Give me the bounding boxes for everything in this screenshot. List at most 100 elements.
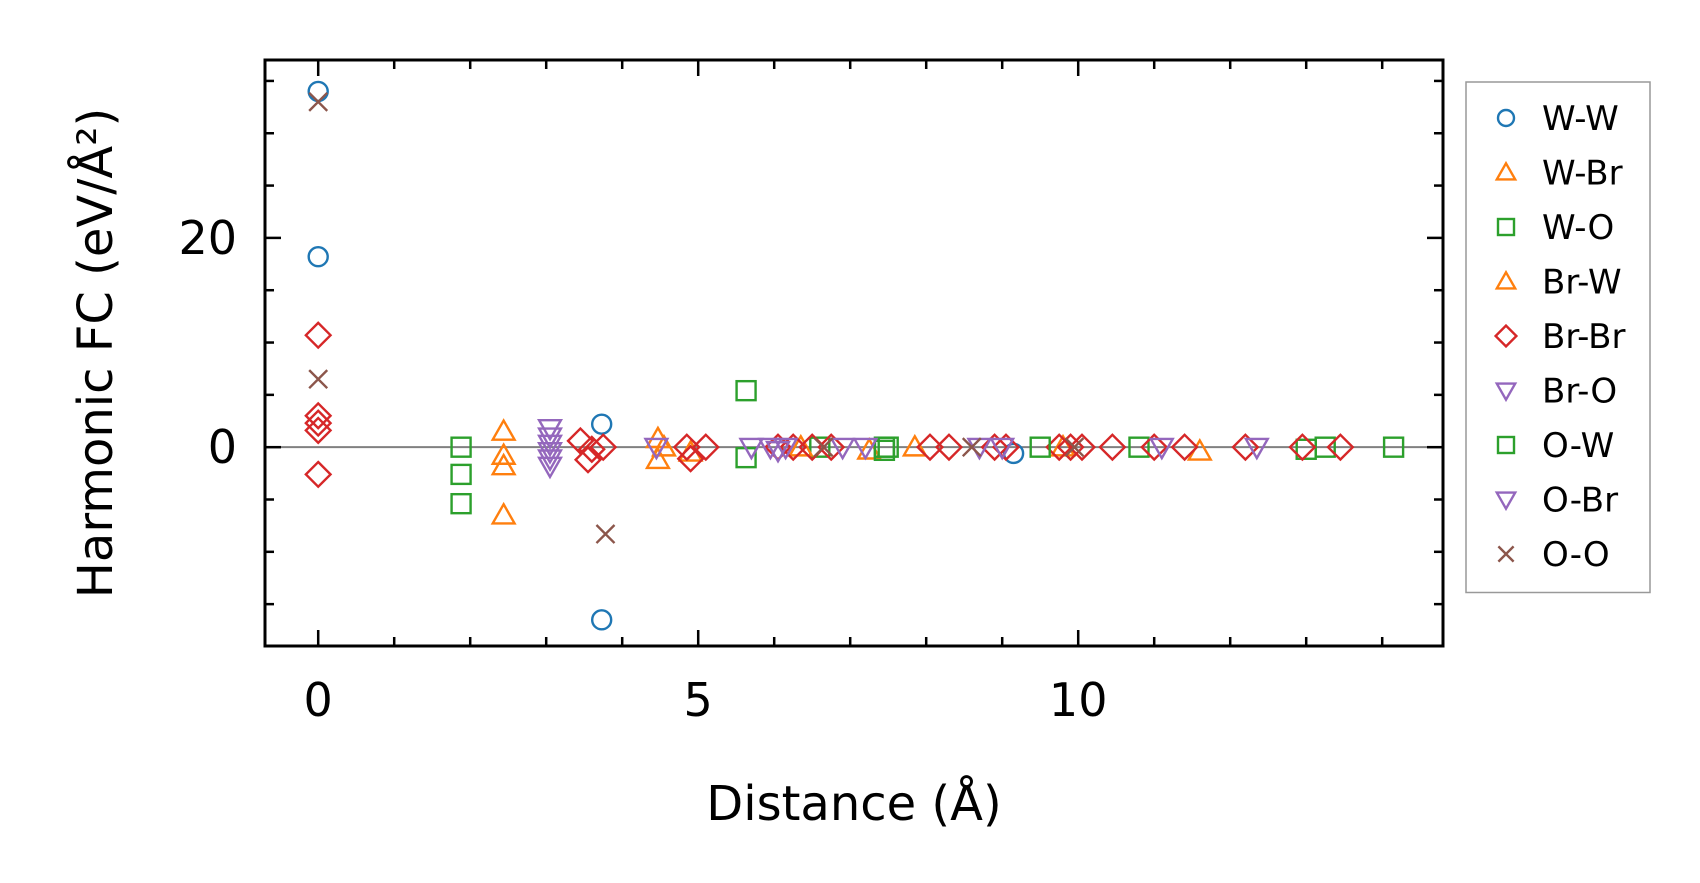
data-point xyxy=(490,452,517,476)
legend-item: O-Br xyxy=(1494,481,1618,521)
data-point xyxy=(644,446,671,470)
data-point xyxy=(450,436,472,458)
y-tick-label: 0 xyxy=(208,420,237,474)
data-point xyxy=(787,433,814,457)
data-point xyxy=(829,437,856,461)
data-point xyxy=(817,433,846,462)
data-point xyxy=(691,433,720,462)
legend-item: Br-Br xyxy=(1493,317,1626,357)
data-point xyxy=(672,433,701,462)
data-point xyxy=(772,437,799,461)
data-point xyxy=(590,413,613,435)
data-point xyxy=(873,439,896,462)
data-point xyxy=(307,246,329,268)
axis-ticks xyxy=(265,60,1443,646)
data-point xyxy=(915,433,945,462)
data-point xyxy=(991,433,1021,462)
data-point xyxy=(304,401,333,430)
x-axis-label: Distance (Å) xyxy=(706,775,1001,832)
data-point xyxy=(1288,433,1317,462)
legend-marker xyxy=(1497,545,1515,563)
y-tick-label: 20 xyxy=(178,211,237,265)
legend-marker xyxy=(1494,382,1518,403)
legend-item: O-O xyxy=(1497,535,1610,575)
data-point xyxy=(1382,436,1405,458)
legend-item: W-O xyxy=(1496,208,1614,248)
legend-item: Br-O xyxy=(1494,372,1617,412)
x-tick-label: 5 xyxy=(684,673,713,727)
data-point xyxy=(1243,437,1270,461)
legend-label: Br-O xyxy=(1542,372,1617,412)
series-w-w xyxy=(307,80,1025,631)
legend-label: Br-W xyxy=(1542,263,1622,303)
data-point xyxy=(757,437,784,461)
data-point xyxy=(934,433,964,462)
series-o-o xyxy=(308,91,1085,544)
data-point xyxy=(989,437,1016,461)
data-point xyxy=(490,501,517,525)
legend-marker xyxy=(1493,323,1519,349)
data-point xyxy=(566,426,595,455)
x-tick-label: 0 xyxy=(304,673,333,727)
data-point xyxy=(304,416,333,445)
legend-item: Br-W xyxy=(1494,263,1622,303)
data-point xyxy=(537,441,563,465)
data-point xyxy=(738,437,765,461)
data-point xyxy=(1326,433,1355,462)
data-point xyxy=(765,440,791,464)
data-point xyxy=(490,418,517,441)
data-point xyxy=(304,321,333,350)
legend-marker xyxy=(1496,108,1516,128)
data-point xyxy=(490,442,517,465)
data-point xyxy=(577,435,606,464)
data-point xyxy=(537,456,563,480)
data-point xyxy=(1098,433,1127,462)
data-point xyxy=(308,91,329,112)
series-br-br xyxy=(304,321,1355,489)
legend-label: O-W xyxy=(1542,426,1614,466)
legend-marker xyxy=(1496,435,1516,455)
data-point xyxy=(643,437,670,461)
data-point xyxy=(589,433,618,462)
y-axis-label: Harmonic FC (eV/Å²) xyxy=(67,108,124,598)
legend-item: O-W xyxy=(1496,426,1614,466)
data-point xyxy=(1231,433,1260,462)
data-point xyxy=(1029,436,1051,458)
data-point xyxy=(852,437,879,461)
data-point xyxy=(877,436,899,458)
data-point xyxy=(304,409,333,438)
data-point xyxy=(537,449,563,473)
legend-marker xyxy=(1494,269,1518,290)
data-point xyxy=(595,524,616,544)
data-point xyxy=(1064,437,1085,458)
legend-label: O-O xyxy=(1542,535,1610,575)
data-point xyxy=(813,437,834,458)
data-point xyxy=(676,444,705,473)
legend-item: W-W xyxy=(1496,99,1619,139)
data-point xyxy=(1148,437,1175,461)
data-point xyxy=(735,379,757,402)
data-point xyxy=(1045,433,1074,462)
legend-marker xyxy=(1494,491,1518,512)
series-br-o xyxy=(537,418,1175,480)
data-point xyxy=(308,369,329,390)
data-point xyxy=(450,463,472,486)
plot-frame xyxy=(263,58,1445,648)
series-o-w xyxy=(877,436,1051,458)
data-point xyxy=(537,434,563,458)
data-point xyxy=(1140,433,1169,462)
data-point xyxy=(450,492,472,515)
data-point xyxy=(809,436,831,458)
data-point xyxy=(590,609,613,631)
tick-labels: 0 5 10 0 20 xyxy=(178,211,1107,727)
legend-marker xyxy=(1496,217,1516,237)
data-point xyxy=(1128,436,1150,458)
legend-label: W-Br xyxy=(1542,154,1623,194)
data-point xyxy=(1170,433,1199,462)
legend-item: W-Br xyxy=(1494,154,1623,194)
legend-label: O-Br xyxy=(1542,481,1618,521)
data-point xyxy=(1067,433,1097,462)
legend: W-W W-Br W-O Br-W Br-Br Br-O O-W O-Br O-O xyxy=(1465,81,1651,594)
data-point xyxy=(537,427,563,451)
